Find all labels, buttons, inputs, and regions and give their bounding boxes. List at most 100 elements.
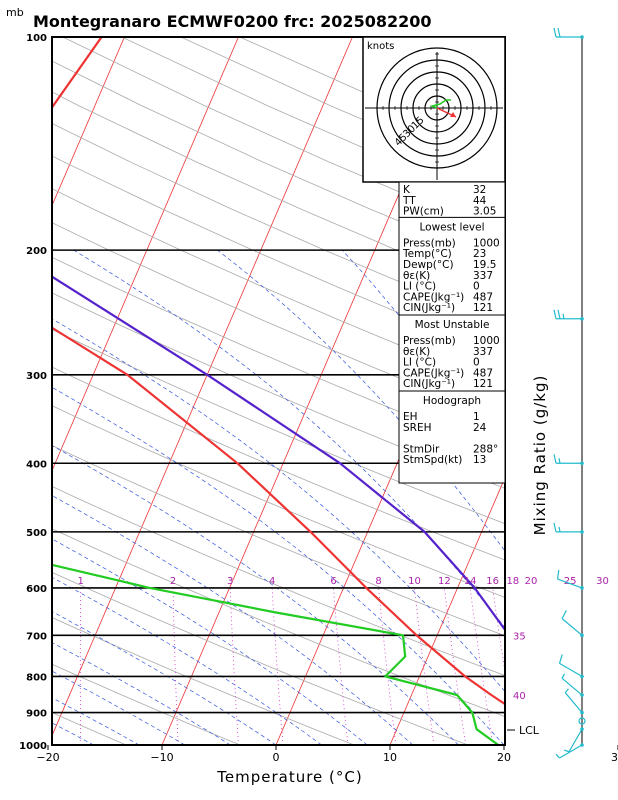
wind-barb-dot: [580, 727, 584, 732]
x-axis-ticks: −40−30−20−10010203040: [36, 745, 618, 764]
dry-adiabat-line: [52, 188, 505, 389]
storm-motion-arrowhead: [450, 112, 456, 117]
temperature-profile: [52, 37, 505, 706]
mixing-ratio-line: [229, 587, 239, 745]
wind-barb-flag: [558, 654, 563, 664]
pressure-label: 900: [26, 709, 47, 720]
x-tick-label: −20: [36, 751, 59, 764]
chart-title: Montegranaro ECMWF0200 frc: 2025082200: [33, 12, 432, 31]
indices-row-value: 23: [473, 248, 486, 260]
indices-row-value: 337: [473, 270, 493, 282]
indices-row-value: 337: [473, 346, 493, 358]
x-tick-label: 10: [383, 751, 397, 764]
indices-row-label: θε(K): [403, 270, 430, 282]
moist-adiabat-line: [52, 697, 140, 745]
hodograph-unit-label: knots: [367, 41, 394, 52]
wind-barb-dot: [580, 674, 584, 679]
indices-row-label: LI (°C): [403, 357, 436, 369]
hodograph-frame: [362, 36, 506, 183]
dry-adiabat-line: [52, 712, 127, 745]
wind-barb-staff: [557, 578, 583, 589]
wind-barb-half-flag: [563, 749, 570, 753]
wind-barb-half-flag: [561, 673, 566, 679]
dry-adiabat-line: [52, 256, 505, 455]
index-top-value: 32: [473, 184, 486, 196]
wind-barb-half-flag: [564, 688, 569, 694]
moist-adiabat-line: [73, 249, 505, 628]
mixing-ratio-label: 14: [464, 576, 477, 587]
mixing-ratio-labels: 1 2 3 4 6 8 10 12 14 16 18 20 25 30: [78, 576, 609, 587]
wind-barb-staff: [564, 692, 583, 713]
isotherm-line: [52, 37, 125, 207]
wind-calm-circle: [578, 717, 586, 725]
index-top-value: 44: [473, 195, 487, 207]
x-tick-label: 30: [611, 751, 618, 764]
wind-barb-staff: [559, 662, 583, 677]
wind-barb-flag: [553, 522, 557, 533]
indices-row-label: StmSpd(kt): [403, 454, 462, 466]
isotherm-line: [389, 476, 505, 745]
wind-barb-dot: [580, 530, 584, 534]
dry-adiabat-line: [52, 486, 505, 677]
mixing-ratio-line: [603, 588, 618, 745]
mixing-ratio-label: 20: [525, 576, 538, 587]
wind-barb-staff: [559, 744, 583, 759]
indices-row-value: 0: [473, 281, 480, 293]
x-axis-title: Temperature (°C): [216, 768, 362, 786]
moist-adiabat-line: [52, 642, 231, 745]
indices-frame: [398, 181, 506, 484]
pressure-unit-label: mb: [6, 6, 24, 19]
wind-barb-half-flag: [555, 753, 560, 759]
dry-adiabat-line: [52, 222, 505, 421]
mixing-ratio-label: 30: [596, 576, 609, 587]
x-tick-label: −10: [150, 751, 173, 764]
wind-barb-flag: [556, 569, 560, 580]
wind-barb-dot: [580, 710, 584, 715]
parcel-profile: [52, 275, 505, 632]
indices-row-value: 121: [473, 378, 493, 390]
dry-adiabat-line: [52, 663, 241, 745]
pressure-axis-labels: 100 200 300 400 500 600 700 800 900 1000: [19, 33, 47, 752]
indices-row-label: CIN(Jkg⁻¹): [403, 302, 455, 314]
dry-adiabat-line: [52, 405, 505, 598]
mixing-ratio-label: 18: [506, 576, 519, 587]
dry-adiabat-line: [52, 292, 505, 489]
indices-row-label: StmDir: [403, 443, 440, 455]
mixing-ratio-label: 12: [438, 576, 451, 587]
mixing-ratio-label: 3: [227, 576, 233, 587]
indices-row-value: 487: [473, 367, 493, 379]
mixing-ratio-label: 8: [375, 576, 381, 587]
indices-row-label: CAPE(Jkg⁻¹): [403, 291, 464, 303]
indices-row-label: CAPE(Jkg⁻¹): [403, 367, 464, 379]
isotherm-line: [0, 37, 10, 745]
indices-section-title: Lowest level: [419, 221, 484, 233]
moist-adiabat-line: [0, 250, 48, 745]
pressure-label: 200: [26, 246, 47, 257]
indices-row-value: 487: [473, 291, 493, 303]
dry-adiabat-line: [52, 617, 355, 745]
pressure-label: 1000: [19, 741, 47, 752]
dry-adiabat-line: [52, 528, 505, 717]
pressure-label: 300: [26, 371, 47, 382]
wind-barb-flag: [557, 27, 561, 38]
dry-adiabat-line: [52, 445, 505, 637]
wind-barb-dot: [580, 316, 584, 321]
pressure-label: 700: [26, 631, 47, 642]
indices-row-value: 13: [473, 454, 486, 466]
index-top-value: 3.05: [473, 206, 496, 218]
indices-row-value: 0: [473, 357, 480, 369]
wind-barbs: [553, 27, 586, 759]
indices-row-label: EH: [403, 411, 418, 423]
indices-row-value: 1000: [473, 237, 500, 249]
indices-row-value: 288°: [473, 443, 498, 455]
wind-barb-flag: [553, 27, 557, 38]
theta-e-labels: 35 40: [513, 631, 526, 702]
moist-adiabat-line: [52, 495, 414, 745]
isotherm-line: [52, 37, 353, 737]
mixing-ratio-label: 16: [486, 576, 499, 587]
indices-row-value: 19.5: [473, 259, 496, 271]
indices-row-value: 1: [473, 411, 480, 423]
index-top-label: PW(cm): [403, 206, 444, 218]
